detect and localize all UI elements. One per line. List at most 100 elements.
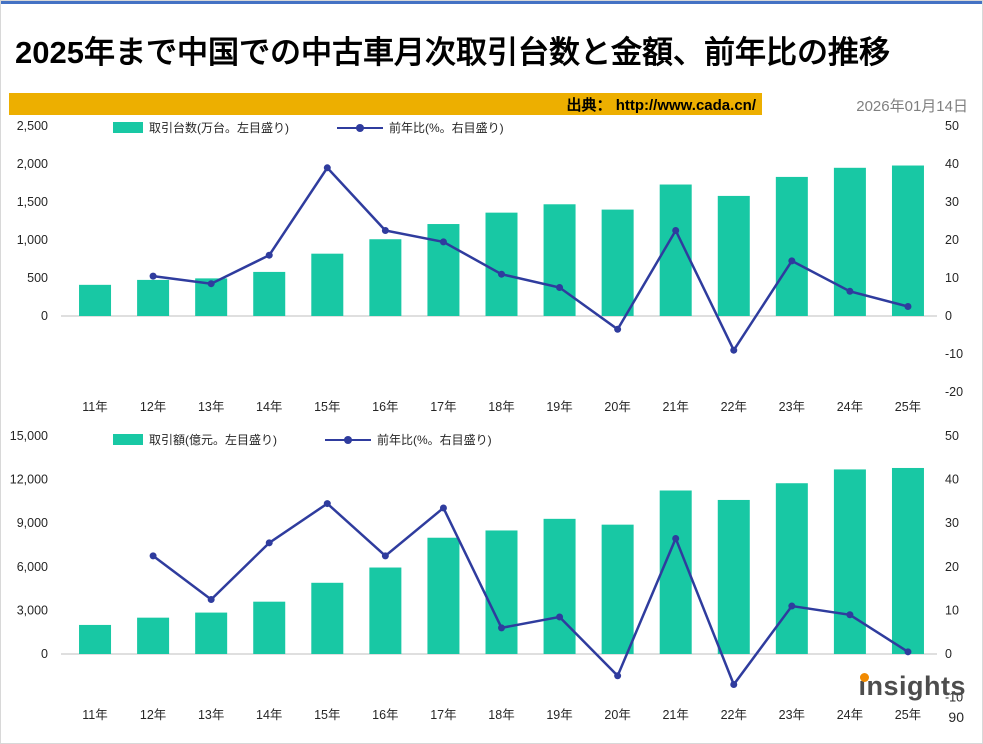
bar-series-label: 取引台数(万台。左目盛り) xyxy=(149,121,289,135)
right-axis-labels: 50 40 30 20 10 0 -10 xyxy=(945,429,963,705)
bar xyxy=(717,499,750,654)
bar xyxy=(369,239,402,316)
svg-text:21年: 21年 xyxy=(662,708,688,722)
svg-text:40: 40 xyxy=(945,473,959,487)
source-link[interactable]: 出典： http://www.cada.cn/ xyxy=(566,96,756,114)
svg-text:30: 30 xyxy=(945,516,959,530)
bar xyxy=(79,624,112,654)
volume-chart-legend: 取引台数(万台。左目盛り) 前年比(%。右目盛り) xyxy=(113,119,504,136)
line-point xyxy=(614,672,622,680)
line-point xyxy=(498,270,505,278)
svg-text:17年: 17年 xyxy=(430,400,456,414)
svg-text:24年: 24年 xyxy=(837,708,863,722)
line-series-label: 前年比(%。右目盛り) xyxy=(377,433,492,447)
bar xyxy=(253,271,286,316)
bar-series-swatch xyxy=(113,434,143,445)
svg-text:0: 0 xyxy=(945,647,952,661)
bar xyxy=(485,530,518,654)
svg-text:17年: 17年 xyxy=(430,708,456,722)
svg-text:18年: 18年 xyxy=(488,708,514,722)
svg-text:15年: 15年 xyxy=(314,708,340,722)
line-marker-dot-icon xyxy=(344,435,352,444)
svg-text:11年: 11年 xyxy=(82,708,107,722)
bar xyxy=(833,469,866,654)
bar xyxy=(601,209,634,316)
svg-text:2,500: 2,500 xyxy=(17,119,48,133)
svg-text:14年: 14年 xyxy=(256,708,282,722)
svg-text:15年: 15年 xyxy=(314,400,340,414)
source-bar: 出典： http://www.cada.cn/ xyxy=(9,93,762,115)
svg-text:19年: 19年 xyxy=(546,400,572,414)
svg-text:10: 10 xyxy=(945,603,959,617)
right-axis-labels: 50 40 30 20 10 0 -10 -20 xyxy=(945,119,963,399)
svg-text:-10: -10 xyxy=(945,347,963,361)
line-point xyxy=(439,238,447,246)
svg-text:15,000: 15,000 xyxy=(10,429,48,443)
bar-series-swatch xyxy=(113,122,143,133)
svg-text:13年: 13年 xyxy=(198,400,224,414)
svg-text:-20: -20 xyxy=(945,385,963,399)
line-point xyxy=(207,280,215,288)
volume-chart-section: 2,500 2,000 1,500 1,000 500 0 50 40 30 20 10 0 -10 -2… xyxy=(1,117,982,419)
svg-text:12年: 12年 xyxy=(140,708,166,722)
page-number: 90 xyxy=(948,709,964,725)
bar xyxy=(137,279,170,316)
x-axis-labels: 11年 12年 13年 14年 15年 16年 17年 18年 19年 20年 21年 22年 23年 2… xyxy=(82,708,921,722)
date-label: 2026年01月14日 xyxy=(856,98,968,115)
svg-text:23年: 23年 xyxy=(779,708,805,722)
line-point xyxy=(730,346,738,354)
value-chart-legend: 取引額(億元。左目盛り) 前年比(%。右目盛り) xyxy=(113,431,492,448)
line-point xyxy=(788,257,796,265)
bar xyxy=(427,224,460,316)
volume-chart-plot: 2,500 2,000 1,500 1,000 500 0 50 40 30 20 10 0 -10 -2… xyxy=(17,119,963,414)
bar xyxy=(543,518,576,654)
bar xyxy=(891,165,924,316)
line-point xyxy=(556,284,564,291)
svg-text:50: 50 xyxy=(945,119,959,133)
svg-text:11年: 11年 xyxy=(82,400,107,414)
svg-text:16年: 16年 xyxy=(372,400,398,414)
svg-text:6,000: 6,000 xyxy=(17,560,48,574)
svg-text:16年: 16年 xyxy=(372,708,398,722)
svg-text:3,000: 3,000 xyxy=(17,603,48,617)
svg-text:20年: 20年 xyxy=(604,708,630,722)
svg-text:25年: 25年 xyxy=(895,400,921,414)
svg-text:14年: 14年 xyxy=(256,400,282,414)
svg-text:-10: -10 xyxy=(945,691,963,705)
top-accent-rule xyxy=(1,1,982,4)
svg-text:1,500: 1,500 xyxy=(17,195,48,209)
line-point xyxy=(730,681,738,689)
bar xyxy=(427,537,460,654)
bar-series xyxy=(79,467,924,654)
line-point xyxy=(439,504,447,512)
svg-text:12年: 12年 xyxy=(140,400,166,414)
svg-text:500: 500 xyxy=(27,271,48,285)
left-axis-labels: 2,500 2,000 1,500 1,000 500 0 xyxy=(17,119,48,323)
svg-text:19年: 19年 xyxy=(546,708,572,722)
bar xyxy=(311,582,344,654)
value-chart-section: 15,000 12,000 9,000 6,000 3,000 0 50 40 30 20 10 0 -… xyxy=(1,429,982,731)
bar xyxy=(659,490,692,654)
line-point xyxy=(149,272,157,280)
line-point xyxy=(265,251,273,259)
svg-text:0: 0 xyxy=(41,647,48,661)
svg-text:20年: 20年 xyxy=(604,400,630,414)
line-point xyxy=(672,227,680,234)
x-axis-labels: 11年 12年 13年 14年 15年 16年 17年 18年 19年 20年 21年 22年 23年 2… xyxy=(82,400,921,414)
line-series-swatch xyxy=(337,123,383,132)
svg-text:20: 20 xyxy=(945,233,959,247)
bar xyxy=(775,483,808,654)
svg-text:0: 0 xyxy=(41,309,48,323)
bar xyxy=(717,195,750,316)
svg-text:20: 20 xyxy=(945,560,959,574)
svg-text:22年: 22年 xyxy=(721,708,747,722)
bar-series-label: 取引額(億元。左目盛り) xyxy=(149,433,277,447)
svg-text:13年: 13年 xyxy=(198,708,224,722)
bar xyxy=(775,176,808,316)
bar xyxy=(601,524,634,654)
svg-text:18年: 18年 xyxy=(488,400,514,414)
svg-text:2,000: 2,000 xyxy=(17,157,48,171)
svg-text:30: 30 xyxy=(945,195,959,209)
bar xyxy=(891,467,924,654)
